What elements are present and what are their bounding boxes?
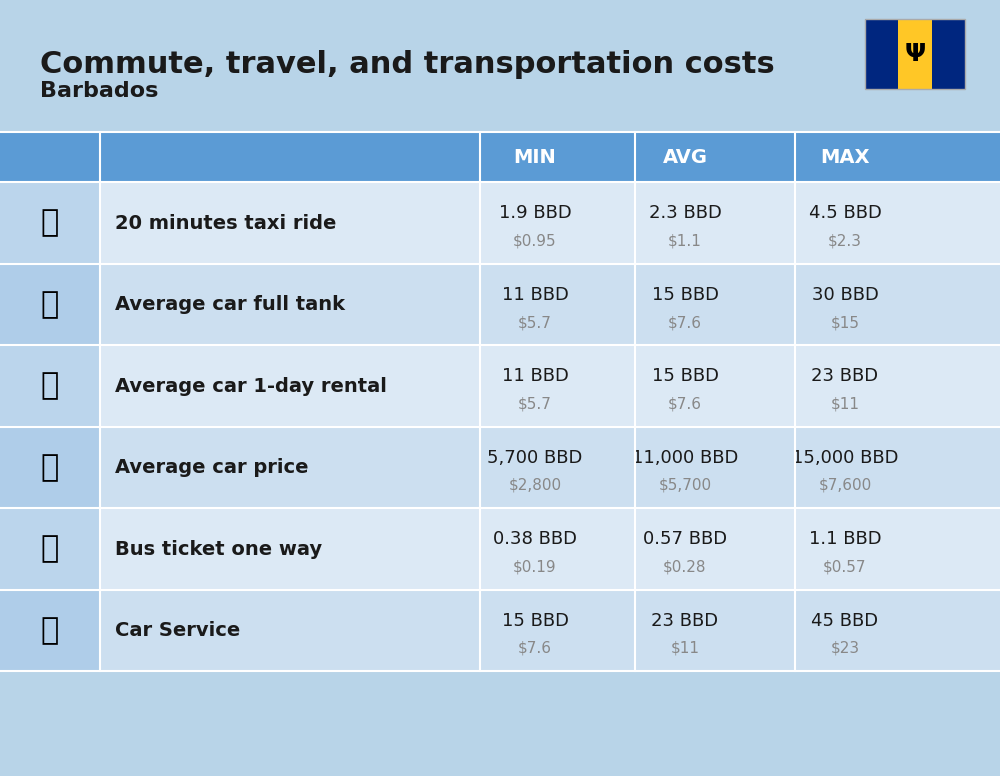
Text: $0.19: $0.19 xyxy=(513,559,557,574)
Text: 🚌: 🚌 xyxy=(41,535,59,563)
Text: $0.57: $0.57 xyxy=(823,559,867,574)
Text: 🚖: 🚖 xyxy=(41,209,59,237)
Text: 15 BBD: 15 BBD xyxy=(652,367,718,385)
Text: $5,700: $5,700 xyxy=(658,478,712,493)
Text: $7.6: $7.6 xyxy=(668,397,702,411)
Text: 15 BBD: 15 BBD xyxy=(502,611,568,629)
Text: 2.3 BBD: 2.3 BBD xyxy=(649,204,721,222)
Text: 23 BBD: 23 BBD xyxy=(651,611,719,629)
FancyBboxPatch shape xyxy=(0,427,1000,508)
Text: $15: $15 xyxy=(830,315,860,330)
Text: Car Service: Car Service xyxy=(115,621,240,640)
Text: $2.3: $2.3 xyxy=(828,234,862,248)
Text: 🚗: 🚗 xyxy=(41,616,59,645)
Text: 20 minutes taxi ride: 20 minutes taxi ride xyxy=(115,213,336,233)
Text: 45 BBD: 45 BBD xyxy=(811,611,879,629)
Text: $5.7: $5.7 xyxy=(518,397,552,411)
Text: 🚗: 🚗 xyxy=(41,453,59,482)
Text: $0.95: $0.95 xyxy=(513,234,557,248)
Text: Barbados: Barbados xyxy=(40,81,158,102)
Text: MIN: MIN xyxy=(514,147,556,167)
Text: Average car 1-day rental: Average car 1-day rental xyxy=(115,376,387,396)
Text: 4.5 BBD: 4.5 BBD xyxy=(809,204,881,222)
Text: $7.6: $7.6 xyxy=(518,641,552,656)
Text: 23 BBD: 23 BBD xyxy=(811,367,879,385)
Text: 🚙: 🚙 xyxy=(41,372,59,400)
Text: 0.57 BBD: 0.57 BBD xyxy=(643,530,727,548)
Text: $1.1: $1.1 xyxy=(668,234,702,248)
Text: MAX: MAX xyxy=(820,147,870,167)
FancyBboxPatch shape xyxy=(932,19,965,89)
FancyBboxPatch shape xyxy=(0,132,1000,182)
Text: 0.38 BBD: 0.38 BBD xyxy=(493,530,577,548)
FancyBboxPatch shape xyxy=(0,264,1000,345)
FancyBboxPatch shape xyxy=(0,182,1000,264)
Text: $11: $11 xyxy=(670,641,700,656)
Text: 11 BBD: 11 BBD xyxy=(502,367,568,385)
Text: 1.1 BBD: 1.1 BBD xyxy=(809,530,881,548)
Text: $7,600: $7,600 xyxy=(818,478,872,493)
FancyBboxPatch shape xyxy=(0,182,100,264)
Text: 30 BBD: 30 BBD xyxy=(812,286,878,303)
Text: 5,700 BBD: 5,700 BBD xyxy=(487,449,583,466)
Text: 15 BBD: 15 BBD xyxy=(652,286,718,303)
FancyBboxPatch shape xyxy=(0,345,100,427)
Text: Average car price: Average car price xyxy=(115,458,308,477)
FancyBboxPatch shape xyxy=(0,427,100,508)
Text: Commute, travel, and transportation costs: Commute, travel, and transportation cost… xyxy=(40,50,775,79)
FancyBboxPatch shape xyxy=(0,345,1000,427)
Text: 11 BBD: 11 BBD xyxy=(502,286,568,303)
Text: $2,800: $2,800 xyxy=(508,478,562,493)
FancyBboxPatch shape xyxy=(0,590,100,671)
Text: Ψ: Ψ xyxy=(904,43,926,66)
FancyBboxPatch shape xyxy=(0,590,1000,671)
Text: AVG: AVG xyxy=(662,147,708,167)
Text: 11,000 BBD: 11,000 BBD xyxy=(632,449,738,466)
Text: Bus ticket one way: Bus ticket one way xyxy=(115,539,322,559)
Text: 1.9 BBD: 1.9 BBD xyxy=(499,204,571,222)
Text: $7.6: $7.6 xyxy=(668,315,702,330)
FancyBboxPatch shape xyxy=(865,19,898,89)
FancyBboxPatch shape xyxy=(898,19,932,89)
Text: $5.7: $5.7 xyxy=(518,315,552,330)
FancyBboxPatch shape xyxy=(0,264,100,345)
Text: Average car full tank: Average car full tank xyxy=(115,295,345,314)
Text: $23: $23 xyxy=(830,641,860,656)
Text: $0.28: $0.28 xyxy=(663,559,707,574)
FancyBboxPatch shape xyxy=(0,508,1000,590)
Text: ⛽: ⛽ xyxy=(41,290,59,319)
Text: 15,000 BBD: 15,000 BBD xyxy=(792,449,898,466)
Text: $11: $11 xyxy=(830,397,860,411)
FancyBboxPatch shape xyxy=(0,508,100,590)
